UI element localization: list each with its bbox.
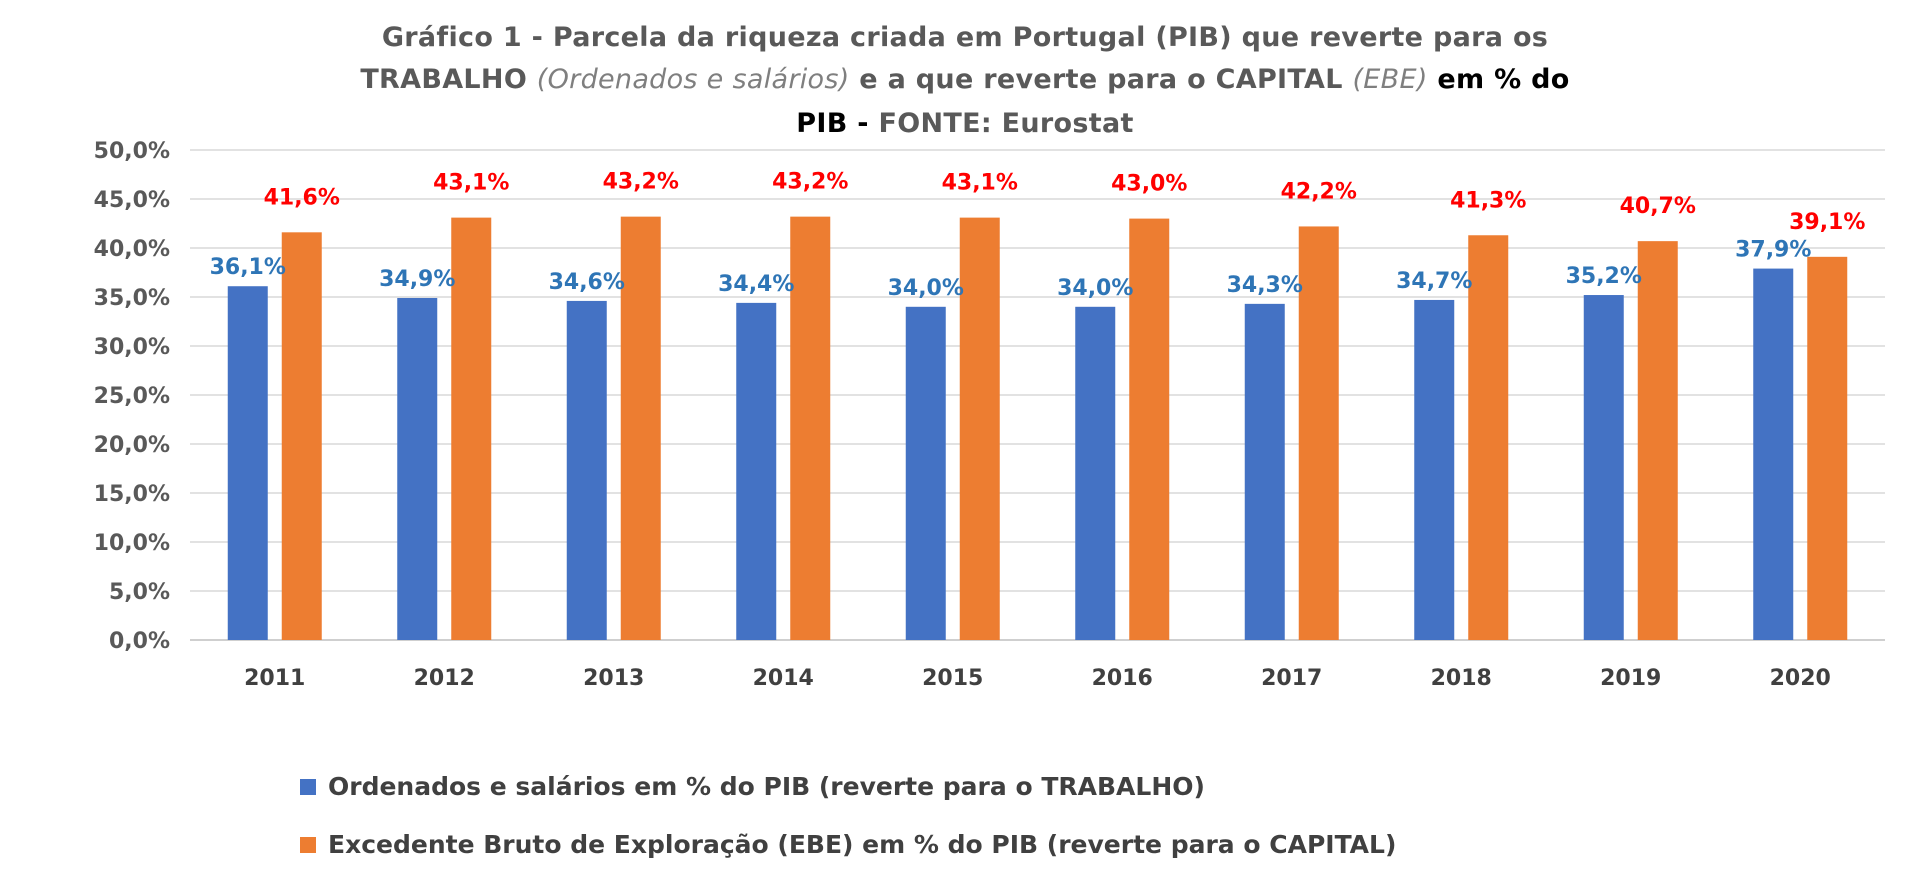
data-label-series-b: 41,6% bbox=[264, 185, 340, 210]
data-label-series-a: 34,9% bbox=[379, 267, 455, 292]
data-label-series-a: 34,7% bbox=[1396, 269, 1472, 294]
chart-title-line-2: TRABALHO (Ordenados e salários) e a que … bbox=[0, 64, 1930, 95]
y-tick-label: 50,0% bbox=[94, 139, 170, 164]
legend-item-series-b: Excedente Bruto de Exploração (EBE) em %… bbox=[300, 830, 1396, 859]
legend-label-series-a: Ordenados e salários em % do PIB (revert… bbox=[328, 772, 1205, 801]
data-label-series-b: 43,1% bbox=[433, 171, 509, 196]
x-tick-label: 2012 bbox=[414, 666, 475, 691]
data-label-series-a: 37,9% bbox=[1735, 238, 1811, 263]
data-label-series-a: 34,0% bbox=[888, 276, 964, 301]
x-tick-label: 2014 bbox=[753, 666, 814, 691]
legend-swatch-series-b bbox=[300, 836, 316, 853]
y-tick-label: 10,0% bbox=[94, 531, 170, 556]
bar-series-b bbox=[1129, 218, 1170, 640]
data-label-series-a: 36,1% bbox=[210, 255, 286, 280]
bar-series-b bbox=[1298, 226, 1339, 640]
chart-title-line-3: PIB - FONTE: Eurostat bbox=[0, 108, 1930, 139]
x-tick-label: 2018 bbox=[1431, 666, 1492, 691]
chart-title-line-1: Gráfico 1 - Parcela da riqueza criada em… bbox=[0, 22, 1930, 53]
bar-series-b bbox=[620, 216, 661, 640]
bar-series-a bbox=[1753, 268, 1794, 640]
legend-swatch-series-a bbox=[300, 778, 316, 795]
x-tick-label: 2019 bbox=[1600, 666, 1661, 691]
bar-series-a bbox=[397, 297, 438, 640]
bar-series-b bbox=[1637, 241, 1678, 640]
y-tick-label: 30,0% bbox=[94, 335, 170, 360]
bar-series-b bbox=[790, 216, 831, 640]
title-text-2d: (EBE) bbox=[1352, 64, 1428, 95]
data-label-series-b: 40,7% bbox=[1620, 194, 1696, 219]
y-tick-label: 25,0% bbox=[94, 384, 170, 409]
y-tick-label: 5,0% bbox=[109, 580, 170, 605]
bar-series-a bbox=[1075, 306, 1116, 640]
bar-series-b bbox=[1807, 256, 1848, 640]
bar-series-a bbox=[1244, 303, 1285, 640]
x-tick-label: 2015 bbox=[922, 666, 983, 691]
data-label-series-b: 41,3% bbox=[1450, 188, 1526, 213]
data-label-series-a: 34,0% bbox=[1057, 276, 1133, 301]
title-text-2a: TRABALHO bbox=[360, 64, 528, 95]
title-text-2b: (Ordenados e salários) bbox=[536, 64, 850, 95]
bar-series-a bbox=[566, 300, 607, 640]
data-label-series-b: 43,2% bbox=[603, 170, 679, 195]
bar-series-b bbox=[959, 217, 1000, 640]
x-tick-label: 2016 bbox=[1092, 666, 1153, 691]
data-label-series-b: 43,1% bbox=[942, 171, 1018, 196]
data-label-series-a: 34,3% bbox=[1227, 273, 1303, 298]
data-label-series-b: 43,0% bbox=[1111, 172, 1187, 197]
legend-item-series-a: Ordenados e salários em % do PIB (revert… bbox=[300, 772, 1205, 801]
title-text-2e: em % do bbox=[1437, 64, 1570, 95]
y-tick-label: 35,0% bbox=[94, 286, 170, 311]
data-label-series-a: 34,4% bbox=[718, 272, 794, 297]
bar-series-a bbox=[227, 286, 268, 640]
title-text-3a: PIB - bbox=[796, 108, 869, 139]
title-text-1: Gráfico 1 - Parcela da riqueza criada em… bbox=[381, 22, 1549, 53]
y-tick-label: 15,0% bbox=[94, 482, 170, 507]
title-text-3b: FONTE: Eurostat bbox=[878, 108, 1134, 139]
data-label-series-b: 43,2% bbox=[772, 170, 848, 195]
bar-series-a bbox=[905, 306, 946, 640]
title-text-2c: e a que reverte para o CAPITAL bbox=[859, 64, 1343, 95]
y-tick-label: 0,0% bbox=[109, 629, 170, 654]
bar-series-a bbox=[1583, 295, 1624, 640]
x-tick-label: 2017 bbox=[1261, 666, 1322, 691]
bar-series-b bbox=[451, 217, 492, 640]
y-tick-label: 20,0% bbox=[94, 433, 170, 458]
bar-series-b bbox=[281, 232, 322, 640]
x-tick-label: 2013 bbox=[583, 666, 644, 691]
bar-series-b bbox=[1468, 235, 1509, 640]
x-tick-label: 2011 bbox=[244, 666, 305, 691]
bar-series-a bbox=[736, 302, 777, 640]
x-tick-label: 2020 bbox=[1770, 666, 1831, 691]
data-label-series-b: 42,2% bbox=[1281, 179, 1357, 204]
data-label-series-a: 34,6% bbox=[549, 270, 625, 295]
data-label-series-b: 39,1% bbox=[1789, 210, 1865, 235]
y-tick-label: 40,0% bbox=[94, 237, 170, 262]
y-tick-label: 45,0% bbox=[94, 188, 170, 213]
bar-series-a bbox=[1414, 299, 1455, 640]
legend-label-series-b: Excedente Bruto de Exploração (EBE) em %… bbox=[328, 830, 1397, 859]
data-label-series-a: 35,2% bbox=[1566, 264, 1642, 289]
